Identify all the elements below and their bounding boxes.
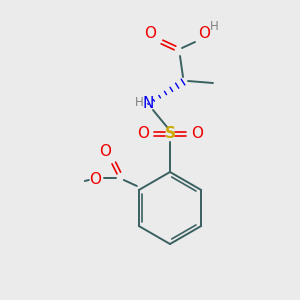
Text: O: O — [137, 127, 149, 142]
Text: H: H — [210, 20, 218, 32]
Text: S: S — [164, 127, 175, 142]
Text: H: H — [135, 97, 143, 110]
Text: O: O — [99, 145, 111, 160]
Text: O: O — [89, 172, 101, 187]
Text: O: O — [191, 127, 203, 142]
Text: O: O — [198, 26, 210, 41]
Text: O: O — [144, 26, 156, 41]
Text: N: N — [142, 95, 154, 110]
